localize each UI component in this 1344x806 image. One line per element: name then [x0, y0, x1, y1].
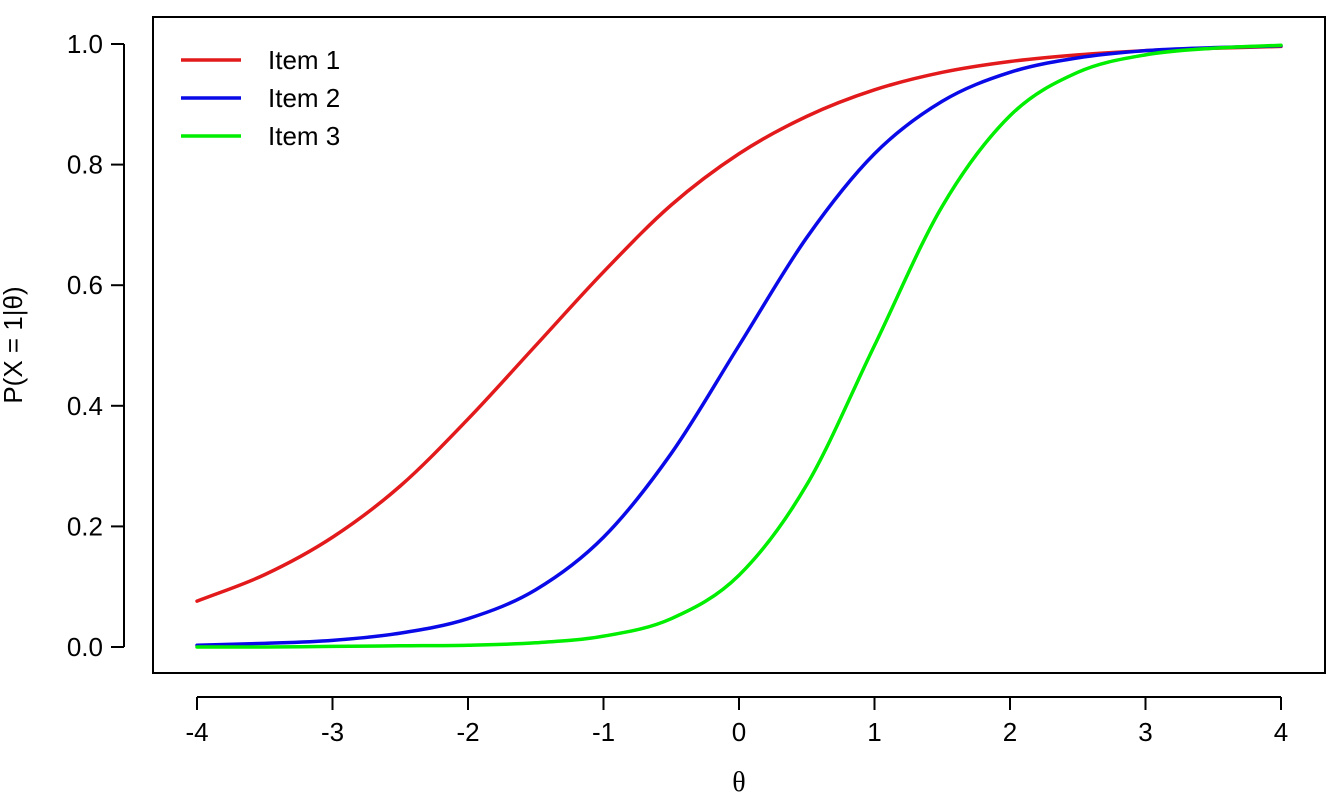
legend: Item 1 Item 2 Item 3: [181, 45, 340, 151]
x-tick-label: -4: [185, 717, 208, 747]
y-tick-label: 1.0: [67, 29, 103, 59]
legend-label-item-2: Item 2: [268, 83, 340, 113]
x-tick-label: 1: [867, 717, 881, 747]
series-line-item-1: [195, 44, 1283, 603]
curves: [195, 43, 1283, 649]
x-tick-label: -2: [456, 717, 479, 747]
y-axis: 0.0 0.2 0.4 0.6 0.8 1.0: [67, 29, 125, 662]
legend-label-item-3: Item 3: [268, 121, 340, 151]
x-tick-label: -3: [321, 717, 344, 747]
legend-label-item-1: Item 1: [268, 45, 340, 75]
y-tick-label: 0.2: [67, 511, 103, 541]
series-line-item-2: [195, 44, 1283, 647]
x-tick-label: -1: [592, 717, 615, 747]
y-axis-title: P(X = 1|θ): [0, 286, 28, 403]
x-axis: -4 -3 -2 -1 0 1 2 3 4: [185, 696, 1288, 747]
y-tick-label: 0.0: [67, 632, 103, 662]
x-tick-label: 0: [732, 717, 746, 747]
y-tick-label: 0.8: [67, 150, 103, 180]
x-tick-label: 3: [1138, 717, 1152, 747]
x-tick-label: 2: [1003, 717, 1017, 747]
x-axis-title: θ: [732, 767, 745, 798]
y-tick-label: 0.4: [67, 391, 103, 421]
plot-frame: [152, 16, 1326, 674]
series-line-item-3: [195, 43, 1283, 649]
y-tick-label: 0.6: [67, 270, 103, 300]
x-tick-label: 4: [1274, 717, 1288, 747]
